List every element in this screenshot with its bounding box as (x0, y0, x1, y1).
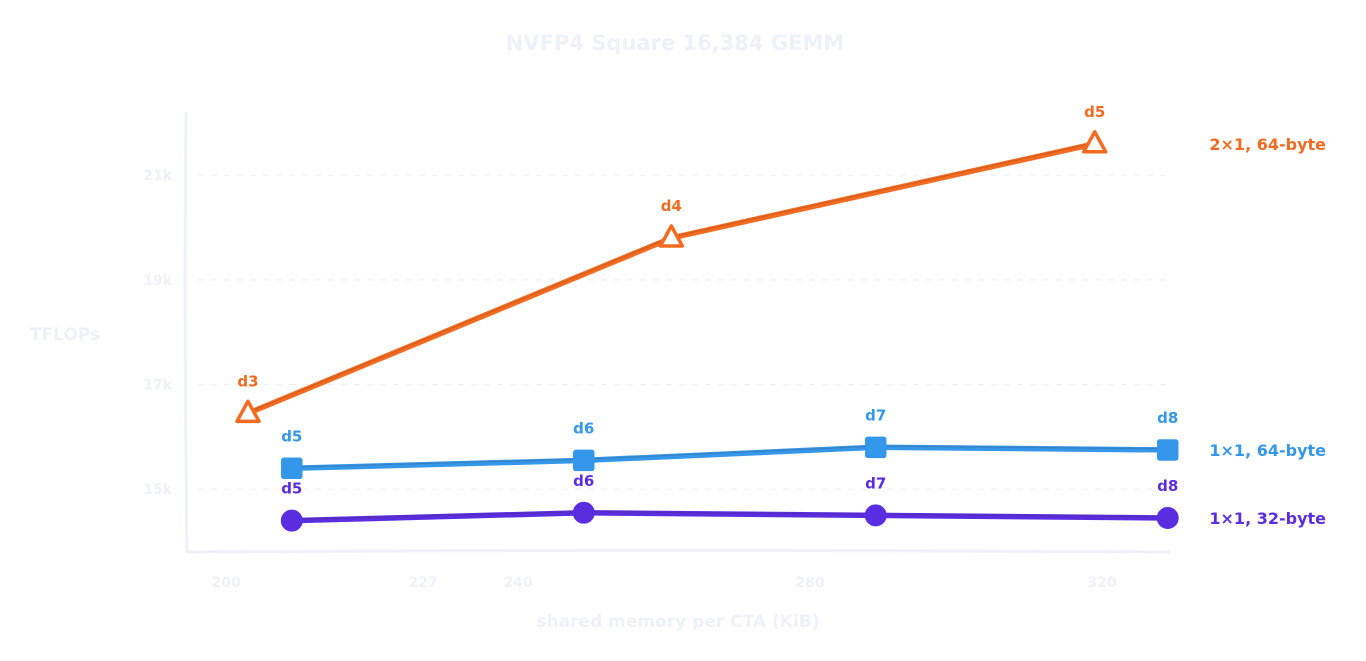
data-point-square (281, 457, 303, 480)
data-point-label: d6 (573, 472, 594, 490)
data-point-label: d5 (1084, 103, 1105, 121)
series-line-sketch (292, 510, 1169, 520)
data-point-label: d3 (237, 372, 258, 390)
x-tick-label: 227 (409, 575, 438, 591)
y-axis-title: TFLOPs (30, 325, 100, 345)
y-tick-label: 21k (143, 168, 172, 184)
data-point-label: d5 (281, 427, 302, 445)
data-point-triangle (658, 224, 685, 248)
data-point-circle (864, 504, 887, 527)
series-line (245, 141, 1098, 417)
data-point-label: d7 (865, 406, 886, 424)
data-point-square (1156, 439, 1179, 461)
series-line-sketch (292, 445, 1169, 468)
series-line (289, 444, 1171, 472)
series-name-label: 2×1, 64-byte (1209, 135, 1326, 154)
data-point-label: d6 (573, 419, 594, 437)
grid (198, 174, 1168, 490)
series-name-label: 1×1, 64-byte (1209, 441, 1326, 460)
y-tick-label: 19k (143, 273, 172, 289)
series-name-label: 1×1, 32-byte (1209, 509, 1326, 528)
data-point-circle (572, 501, 595, 524)
data-point-triangle (1081, 130, 1108, 154)
series-group: d5 d6 d7 d8 1×1, 64-byte (281, 406, 1326, 480)
data-point-circle (1156, 506, 1179, 529)
series-line-sketch (248, 142, 1096, 413)
y-axis-ticks: 15k 17k 19k 21k (143, 168, 172, 498)
data-point-label: d4 (661, 197, 682, 215)
data-point-label: d8 (1157, 409, 1178, 427)
data-point-label: d5 (281, 480, 302, 498)
x-axis-ticks: 200 227 240 280 320 (211, 575, 1116, 591)
x-tick-label: 280 (795, 575, 824, 591)
x-axis-title: shared memory per CTA (KiB) (536, 612, 819, 632)
x-tick-label: 240 (503, 575, 532, 591)
y-tick-label: 17k (143, 378, 172, 394)
data-point-square (573, 449, 595, 472)
series-group: d5 d6 d7 d8 1×1, 32-byte (280, 472, 1326, 532)
chart-title: NVFP4 Square 16,384 GEMM (506, 31, 844, 55)
data-point-circle (280, 509, 303, 532)
data-point-label: d7 (865, 474, 886, 492)
series-line (289, 510, 1171, 524)
data-point-square (864, 436, 887, 459)
data-point-triangle (235, 399, 261, 424)
data-point-label: d8 (1157, 477, 1178, 495)
series-group: d3 d4 d5 2×1, 64-byte (235, 103, 1326, 424)
y-tick-label: 15k (143, 482, 172, 498)
plot-frame (183, 111, 1171, 554)
x-tick-label: 200 (211, 575, 240, 591)
x-tick-label: 320 (1087, 575, 1116, 591)
